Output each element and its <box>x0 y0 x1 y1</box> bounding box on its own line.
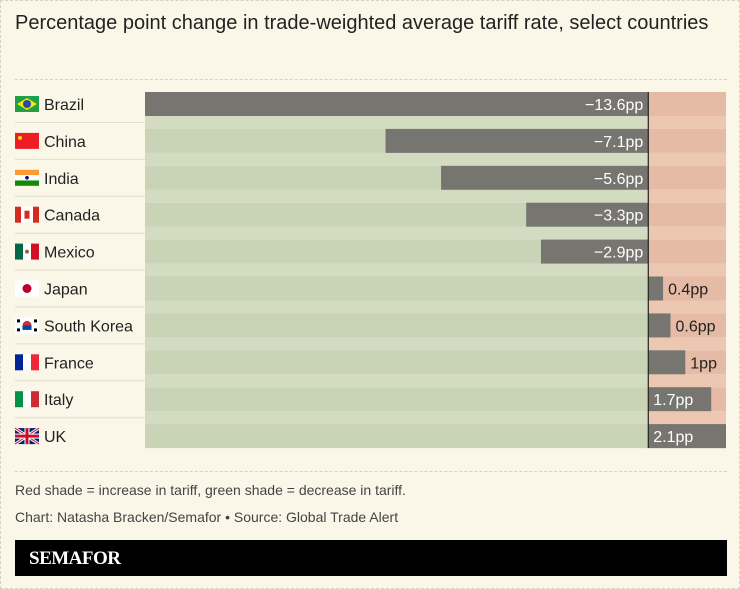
india-flag-icon <box>15 169 39 186</box>
semafor-logo: SEMAFOR <box>15 540 727 576</box>
increase-shade-gap <box>648 337 726 351</box>
decrease-shade-gap <box>145 411 649 425</box>
country-label: South Korea <box>44 318 133 335</box>
decrease-shade-band <box>145 313 649 338</box>
bar-china <box>385 128 649 153</box>
decrease-shade-band <box>145 276 649 301</box>
country-label: Italy <box>44 392 73 409</box>
south-korea-flag-icon <box>15 317 39 334</box>
country-label: France <box>44 355 94 372</box>
mexico-flag-icon <box>15 243 39 260</box>
brazil-flag-icon <box>15 96 39 112</box>
value-label: −5.6pp <box>594 171 643 188</box>
bar-chart: Brazil −13.6pp China −7.1pp India −5.6pp Canad… <box>14 92 726 449</box>
country-label: Brazil <box>44 97 84 114</box>
increase-shade-band <box>648 128 726 153</box>
france-flag-icon <box>15 354 39 371</box>
bar-uk <box>648 424 726 449</box>
divider <box>15 471 727 472</box>
increase-shade-gap <box>648 263 726 277</box>
chart-note: Red shade = increase in tariff, green sh… <box>15 482 406 498</box>
value-label: −7.1pp <box>594 134 643 151</box>
uk-flag-icon <box>14 426 40 446</box>
bar-france <box>648 350 686 375</box>
increase-shade-band <box>648 239 726 264</box>
increase-shade-gap <box>648 189 726 203</box>
increase-shade-gap <box>648 116 726 129</box>
value-label: −3.3pp <box>594 208 643 225</box>
increase-shade-band <box>648 165 726 190</box>
increase-shade-gap <box>648 152 726 166</box>
bar-japan <box>648 276 664 301</box>
value-label: 2.1pp <box>653 429 693 446</box>
country-label: Canada <box>44 208 100 225</box>
country-label: Mexico <box>44 245 95 262</box>
value-label: −13.6pp <box>585 97 643 114</box>
bar-italy <box>648 387 712 412</box>
country-label: UK <box>44 429 67 446</box>
italy-flag-icon <box>15 391 39 408</box>
country-label: China <box>44 134 86 151</box>
decrease-shade-band <box>145 350 649 375</box>
value-label: 0.6pp <box>675 318 715 335</box>
increase-shade-gap <box>648 226 726 240</box>
increase-shade-band <box>648 202 726 227</box>
bar-mexico <box>540 239 649 264</box>
decrease-shade-band <box>145 424 649 449</box>
decrease-shade-gap <box>145 263 649 277</box>
country-label: Japan <box>44 282 88 299</box>
increase-shade-gap <box>648 374 726 388</box>
chart-title: Percentage point change in trade-weighte… <box>15 12 709 34</box>
value-label: 1.7pp <box>653 392 693 409</box>
bar-canada <box>526 202 649 227</box>
decrease-shade-gap <box>145 337 649 351</box>
decrease-shade-gap <box>145 116 649 129</box>
bar-brazil <box>145 92 649 116</box>
increase-shade-gap <box>648 411 726 425</box>
bar-india <box>441 165 649 190</box>
china-flag-icon <box>15 132 39 149</box>
decrease-shade-band <box>145 387 649 412</box>
decrease-shade-gap <box>145 152 649 166</box>
value-label: 0.4pp <box>668 282 708 299</box>
increase-shade-gap <box>648 300 726 314</box>
increase-shade-band <box>648 92 726 116</box>
decrease-shade-gap <box>145 189 649 203</box>
chart-credit: Chart: Natasha Bracken/Semafor • Source:… <box>15 509 399 525</box>
divider <box>15 79 727 80</box>
decrease-shade-gap <box>145 374 649 388</box>
value-label: 1pp <box>690 355 717 372</box>
decrease-shade-gap <box>145 226 649 240</box>
canada-flag-icon <box>15 206 39 223</box>
bar-south-korea <box>648 313 671 338</box>
value-label: −2.9pp <box>594 245 643 262</box>
decrease-shade-gap <box>145 300 649 314</box>
japan-flag-icon <box>15 280 39 297</box>
country-label: India <box>44 171 79 188</box>
